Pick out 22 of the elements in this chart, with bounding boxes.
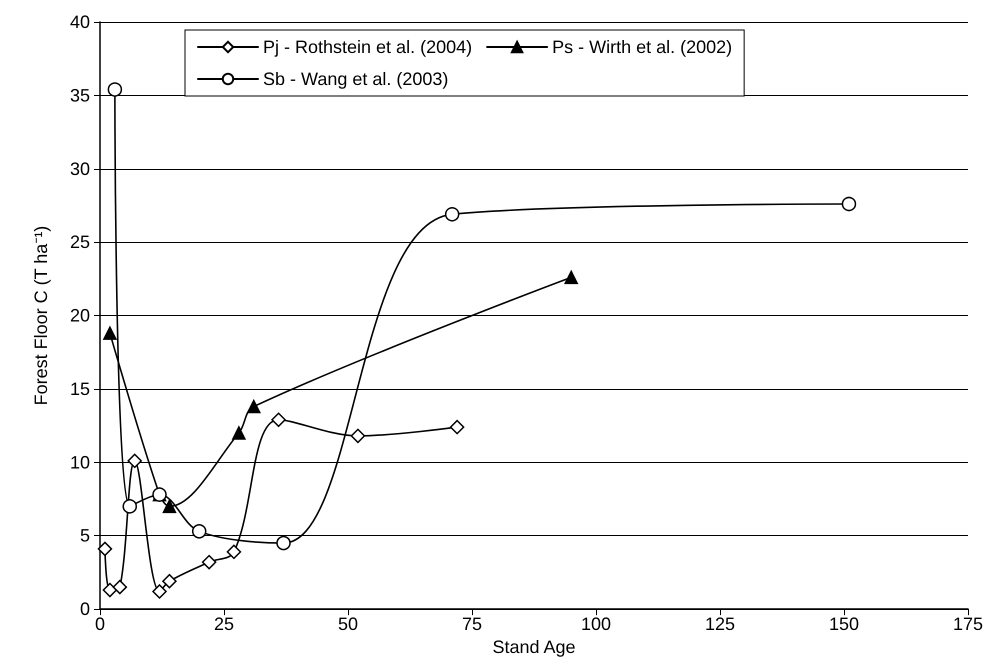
y-axis-title: Forest Floor C (T ha⁻¹) xyxy=(31,226,51,406)
legend-label: Ps - Wirth et al. (2002) xyxy=(552,37,732,57)
y-tick-label: 0 xyxy=(80,599,90,620)
y-tick-label: 5 xyxy=(80,526,90,546)
y-tick-label: 15 xyxy=(70,378,90,399)
x-tick-label: 25 xyxy=(214,614,234,634)
y-tick-label: 25 xyxy=(70,232,90,252)
x-tick-label: 150 xyxy=(828,614,860,634)
x-axis-title: Stand Age xyxy=(492,637,576,657)
x-tick-label: 50 xyxy=(338,614,358,634)
x-tick-label: 75 xyxy=(462,614,482,634)
x-tick-label: 175 xyxy=(952,614,984,634)
legend-label: Pj - Rothstein et al. (2004) xyxy=(263,37,472,57)
x-tick-label: 125 xyxy=(704,614,736,634)
y-tick-label: 35 xyxy=(70,85,90,106)
y-tick-label: 30 xyxy=(70,158,90,179)
x-tick-label: 0 xyxy=(94,614,106,634)
legend-label: Sb - Wang et al. (2003) xyxy=(263,69,448,89)
y-tick-label: 40 xyxy=(70,12,90,32)
y-tick-label: 20 xyxy=(70,306,90,326)
y-tick-label: 10 xyxy=(70,452,90,472)
x-tick-label: 100 xyxy=(580,614,612,634)
